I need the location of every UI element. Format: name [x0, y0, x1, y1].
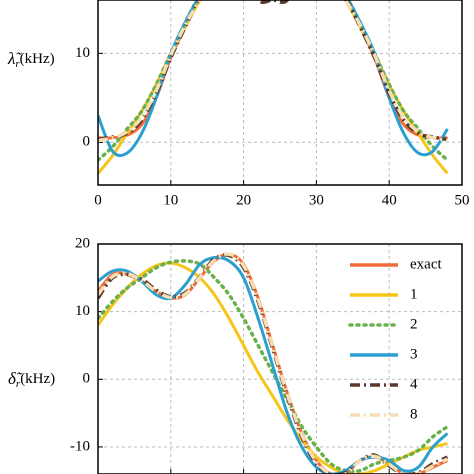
- series-group: [98, 0, 450, 175]
- y-tick-label: 10: [75, 303, 90, 319]
- x-tick-label: 10: [163, 192, 178, 208]
- legend-label: 2: [410, 316, 418, 332]
- plot: 20 10 0 -10 δ̃r(kHz) exact 1 2 3 4 8: [8, 235, 463, 474]
- legend-label: 3: [410, 346, 418, 362]
- legend-label: 1: [410, 286, 418, 302]
- series-line: [98, 259, 450, 474]
- x-tick-label: 40: [382, 192, 397, 208]
- x-tick-label: 20: [236, 192, 251, 208]
- series-group: [98, 252, 450, 474]
- series-line: [98, 0, 449, 175]
- label-unit: (kHz): [20, 51, 55, 67]
- legend-label: 8: [410, 406, 418, 422]
- series-line: [98, 255, 449, 474]
- series-line: [98, 0, 448, 143]
- y-tick-label: 20: [75, 235, 90, 251]
- series-line: [98, 261, 448, 474]
- legend: exact 1 2 3 4 8: [348, 256, 442, 422]
- y-axis-label: δ̃r(kHz): [8, 369, 55, 390]
- series-line: [98, 0, 449, 158]
- label-unit: (kHz): [20, 371, 55, 387]
- y-tick-label: 0: [83, 371, 91, 387]
- plot: 0 10 20 30 40 50 0 10 λ̃r(kHz): [7, 0, 470, 208]
- series-line: [98, 0, 450, 162]
- y-axis-label: λ̃r(kHz): [7, 49, 55, 70]
- x-tick-label: 50: [455, 192, 470, 208]
- plot-frame: [97, 0, 463, 186]
- y-tick-label: 10: [75, 45, 90, 61]
- label-sub: r: [16, 378, 21, 390]
- legend-label: exact: [410, 256, 442, 272]
- series-line: [98, 252, 449, 474]
- label-sub: r: [15, 58, 20, 70]
- x-tick-label: 0: [94, 192, 102, 208]
- y-tick-label: 0: [83, 134, 91, 150]
- legend-label: 4: [410, 376, 418, 392]
- plot-frame: [97, 243, 463, 474]
- x-tick-label: 30: [309, 192, 324, 208]
- series-line: [98, 0, 448, 142]
- y-tick-label: -10: [70, 438, 90, 454]
